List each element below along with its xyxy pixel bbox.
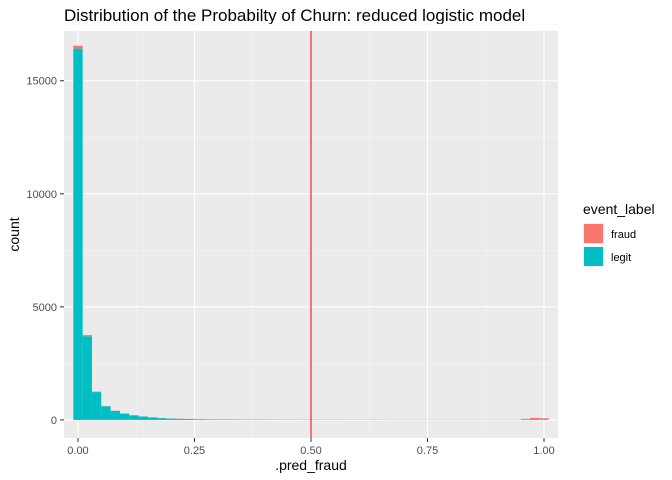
legend-title: event_label [583, 201, 655, 217]
bar-legit [119, 413, 130, 420]
legend-items: fraud legit [583, 223, 636, 267]
x-tick-label: 0.00 [67, 445, 88, 457]
legend: event_label fraud legit [583, 201, 655, 267]
legend-swatch-legit [584, 247, 603, 266]
x-tick-label: 0.50 [300, 445, 321, 457]
y-tick-label: 0 [51, 415, 57, 427]
x-axis-ticks: 0.00 0.25 0.50 0.75 1.00 [67, 438, 555, 457]
x-tick-label: 1.00 [533, 445, 554, 457]
legend-swatch-fraud [584, 224, 603, 243]
bar-fraud [539, 418, 549, 420]
bar-legit [175, 418, 186, 420]
bar-legit [194, 419, 204, 420]
bar-legit [157, 418, 167, 420]
plot-panel [64, 23, 558, 438]
legend-label-fraud: fraud [611, 229, 636, 241]
bar-legit [129, 415, 139, 420]
x-tick-label: 0.75 [417, 445, 438, 457]
x-tick-label: 0.25 [184, 445, 205, 457]
bar-legit [185, 419, 195, 420]
bar-fraud [73, 45, 83, 49]
bar-legit [82, 336, 92, 420]
bar-legit [147, 417, 158, 420]
y-tick-label: 15000 [26, 76, 57, 88]
bar-legit [91, 392, 102, 420]
bar-fraud [530, 417, 540, 420]
bar-legit [138, 416, 148, 420]
chart-title: Distribution of the Probabilty of Churn:… [64, 6, 525, 25]
y-axis-ticks: 0 5000 10000 15000 [26, 76, 64, 427]
bar-legit [203, 419, 214, 420]
bar-legit [110, 410, 120, 420]
histogram-bars [73, 45, 549, 420]
x-axis-title: .pred_fraud [275, 457, 347, 473]
bar-fraud [520, 418, 531, 420]
bar-legit [166, 418, 176, 420]
y-tick-label: 5000 [33, 302, 57, 314]
bar-legit [101, 406, 111, 420]
bar-legit [73, 48, 83, 420]
legend-label-legit: legit [611, 252, 631, 264]
bar-fraud [82, 335, 92, 337]
y-axis-title: count [6, 217, 22, 251]
y-tick-label: 10000 [26, 189, 57, 201]
